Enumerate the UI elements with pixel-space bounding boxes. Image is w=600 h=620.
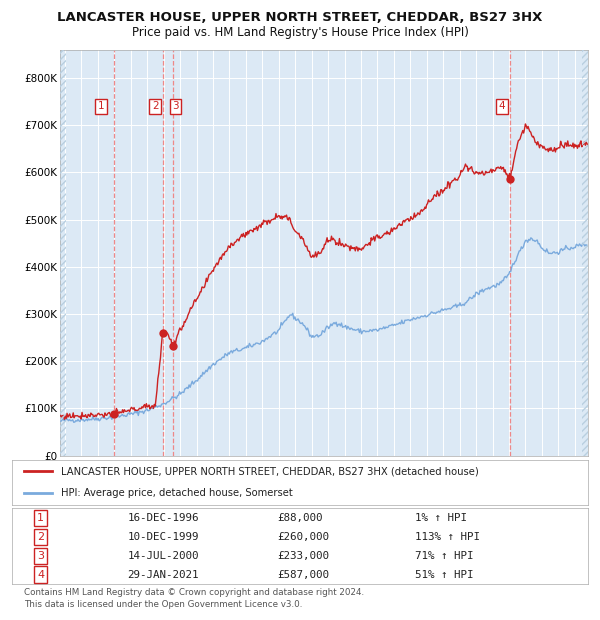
Text: Price paid vs. HM Land Registry's House Price Index (HPI): Price paid vs. HM Land Registry's House … [131, 26, 469, 39]
Text: 3: 3 [37, 551, 44, 560]
Text: 4: 4 [37, 570, 44, 580]
Bar [60, 50, 66, 456]
Text: 1: 1 [98, 101, 104, 111]
Bar [582, 50, 590, 456]
Text: 113% ↑ HPI: 113% ↑ HPI [415, 532, 480, 542]
Text: 1% ↑ HPI: 1% ↑ HPI [415, 513, 467, 523]
Text: 3: 3 [172, 101, 179, 111]
Text: 51% ↑ HPI: 51% ↑ HPI [415, 570, 474, 580]
Text: 10-DEC-1999: 10-DEC-1999 [127, 532, 199, 542]
Text: LANCASTER HOUSE, UPPER NORTH STREET, CHEDDAR, BS27 3HX: LANCASTER HOUSE, UPPER NORTH STREET, CHE… [58, 11, 542, 24]
Text: HPI: Average price, detached house, Somerset: HPI: Average price, detached house, Some… [61, 487, 293, 498]
Text: 16-DEC-1996: 16-DEC-1996 [127, 513, 199, 523]
Text: Contains HM Land Registry data © Crown copyright and database right 2024.
This d: Contains HM Land Registry data © Crown c… [23, 588, 364, 609]
Text: 14-JUL-2000: 14-JUL-2000 [127, 551, 199, 560]
Text: £260,000: £260,000 [277, 532, 329, 542]
Text: 1: 1 [37, 513, 44, 523]
Text: £233,000: £233,000 [277, 551, 329, 560]
Text: 2: 2 [152, 101, 158, 111]
Text: 4: 4 [499, 101, 505, 111]
Text: LANCASTER HOUSE, UPPER NORTH STREET, CHEDDAR, BS27 3HX (detached house): LANCASTER HOUSE, UPPER NORTH STREET, CHE… [61, 466, 479, 476]
Text: 29-JAN-2021: 29-JAN-2021 [127, 570, 199, 580]
Text: 71% ↑ HPI: 71% ↑ HPI [415, 551, 474, 560]
Text: £88,000: £88,000 [277, 513, 322, 523]
Text: £587,000: £587,000 [277, 570, 329, 580]
Text: 2: 2 [37, 532, 44, 542]
